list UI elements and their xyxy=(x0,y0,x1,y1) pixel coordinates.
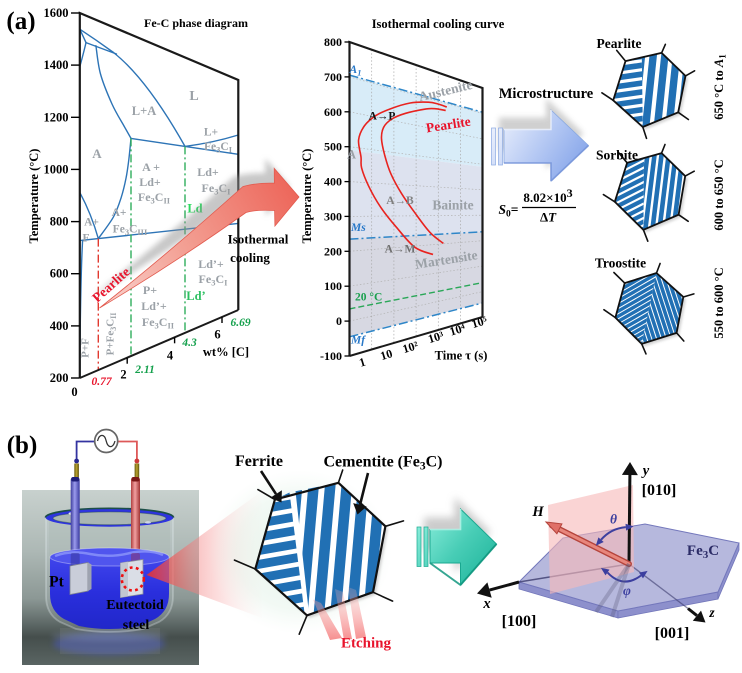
svg-text:L+: L+ xyxy=(204,127,218,139)
svg-text:550 to 600 °C: 550 to 600 °C xyxy=(712,267,726,338)
svg-text:A→P: A→P xyxy=(369,111,396,123)
svg-text:(b): (b) xyxy=(7,432,38,459)
svg-text:4.3: 4.3 xyxy=(181,337,197,349)
svg-text:1: 1 xyxy=(357,355,367,370)
svg-text:Isothermal: Isothermal xyxy=(228,232,289,247)
svg-text:10⁴: 10⁴ xyxy=(448,321,467,339)
svg-text:F: F xyxy=(82,233,89,245)
svg-text:Ms: Ms xyxy=(350,222,366,234)
svg-text:cooling: cooling xyxy=(230,250,270,265)
svg-text:Fe-C phase diagram: Fe-C phase diagram xyxy=(144,16,248,30)
svg-text:Etching: Etching xyxy=(341,636,392,652)
svg-text:10²: 10² xyxy=(401,338,420,356)
svg-text:8.02×103: 8.02×103 xyxy=(523,186,572,205)
svg-text:10: 10 xyxy=(379,346,395,363)
svg-text:A +: A + xyxy=(142,160,160,174)
svg-text:0: 0 xyxy=(336,314,342,328)
svg-text:800: 800 xyxy=(50,215,69,229)
svg-text:Ld’: Ld’ xyxy=(186,289,205,303)
svg-text:500: 500 xyxy=(324,140,342,154)
svg-text:1600: 1600 xyxy=(44,6,69,20)
svg-text:-100: -100 xyxy=(320,349,342,363)
svg-text:y: y xyxy=(641,463,650,479)
svg-text:0: 0 xyxy=(71,385,77,399)
svg-text:Ld’+: Ld’+ xyxy=(141,299,167,313)
svg-text:A1: A1 xyxy=(349,64,362,78)
svg-text:Temperature (°C): Temperature (°C) xyxy=(27,149,41,244)
svg-text:Fe3CII: Fe3CII xyxy=(138,190,171,206)
svg-text:6: 6 xyxy=(214,328,220,342)
svg-text:700: 700 xyxy=(324,70,342,84)
svg-text:Eutectoid: Eutectoid xyxy=(106,598,164,613)
svg-text:Ld+: Ld+ xyxy=(139,175,161,189)
svg-text:10³: 10³ xyxy=(426,328,445,346)
svg-text:A+: A+ xyxy=(84,217,99,229)
svg-text:2.11: 2.11 xyxy=(134,364,155,376)
svg-text:S0=: S0= xyxy=(499,202,519,220)
svg-text:1200: 1200 xyxy=(44,110,69,124)
svg-text:Mf: Mf xyxy=(350,335,366,347)
svg-text:400: 400 xyxy=(50,319,69,333)
svg-text:6.69: 6.69 xyxy=(230,317,250,329)
svg-text:θ: θ xyxy=(610,512,617,527)
svg-text:L+A: L+A xyxy=(132,104,157,118)
svg-text:Temperature (°C): Temperature (°C) xyxy=(300,149,314,244)
svg-text:Cementite (Fe3C): Cementite (Fe3C) xyxy=(323,454,442,473)
svg-text:A→B: A→B xyxy=(386,195,414,207)
svg-text:Fe3C: Fe3C xyxy=(687,543,719,561)
svg-text:P+F: P+F xyxy=(80,338,92,358)
svg-text:Ferrite: Ferrite xyxy=(235,453,283,470)
svg-text:Sorbite: Sorbite xyxy=(596,148,638,163)
svg-text:0.77: 0.77 xyxy=(91,376,112,388)
svg-text:H: H xyxy=(531,504,544,520)
svg-text:650 °C to A1: 650 °C to A1 xyxy=(712,54,728,120)
svg-text:Fe3CII: Fe3CII xyxy=(142,315,175,331)
svg-text:800: 800 xyxy=(324,35,342,49)
svg-text:Ld+: Ld+ xyxy=(197,165,219,179)
svg-text:(a): (a) xyxy=(6,8,35,35)
svg-text:2: 2 xyxy=(120,368,126,382)
svg-text:Fe3CI: Fe3CI xyxy=(199,272,229,288)
svg-text:L: L xyxy=(189,89,198,104)
svg-text:1000: 1000 xyxy=(44,162,69,176)
svg-text:Ld’+: Ld’+ xyxy=(198,257,224,271)
svg-text:[001]: [001] xyxy=(655,625,690,642)
svg-text:200: 200 xyxy=(324,244,342,258)
svg-text:Pearlite: Pearlite xyxy=(425,114,472,136)
svg-text:4: 4 xyxy=(167,349,174,363)
svg-text:200: 200 xyxy=(50,371,69,385)
svg-text:400: 400 xyxy=(324,175,342,189)
svg-text:Fe3CI: Fe3CI xyxy=(204,141,233,155)
svg-text:Troostite: Troostite xyxy=(595,256,646,271)
svg-text:Isothermal cooling curve: Isothermal cooling curve xyxy=(372,17,505,31)
svg-text:Bainite: Bainite xyxy=(432,198,473,213)
svg-text:10⁵: 10⁵ xyxy=(470,313,489,331)
svg-text:P+Fe3CII: P+Fe3CII xyxy=(105,313,119,356)
svg-text:600: 600 xyxy=(324,105,342,119)
svg-text:600 to 650 °C: 600 to 650 °C xyxy=(712,159,726,230)
svg-text:φ: φ xyxy=(623,583,631,598)
svg-text:A: A xyxy=(347,148,356,162)
svg-text:Microstructure: Microstructure xyxy=(499,86,594,102)
svg-text:z: z xyxy=(708,605,715,620)
svg-text:300: 300 xyxy=(324,209,342,223)
svg-text:[010]: [010] xyxy=(642,482,677,499)
svg-text:A→M: A→M xyxy=(385,244,416,256)
svg-text:600: 600 xyxy=(50,267,69,281)
svg-text:1400: 1400 xyxy=(44,58,69,72)
svg-text:100: 100 xyxy=(324,279,342,293)
svg-text:[100]: [100] xyxy=(502,613,537,630)
svg-text:x: x xyxy=(482,596,490,612)
svg-text:Pt: Pt xyxy=(49,574,64,591)
svg-text:A+: A+ xyxy=(112,207,127,219)
svg-text:Time τ (s): Time τ (s) xyxy=(435,349,488,363)
svg-text:A: A xyxy=(92,146,102,161)
svg-text:steel: steel xyxy=(123,618,150,633)
svg-text:wt% [C]: wt% [C] xyxy=(203,345,249,359)
svg-text:ΔT: ΔT xyxy=(540,210,557,225)
svg-text:Fe3CIII: Fe3CIII xyxy=(113,224,148,238)
svg-text:P+: P+ xyxy=(143,283,157,297)
svg-text:20 °C: 20 °C xyxy=(355,292,382,304)
svg-text:Pearlite: Pearlite xyxy=(597,36,642,51)
